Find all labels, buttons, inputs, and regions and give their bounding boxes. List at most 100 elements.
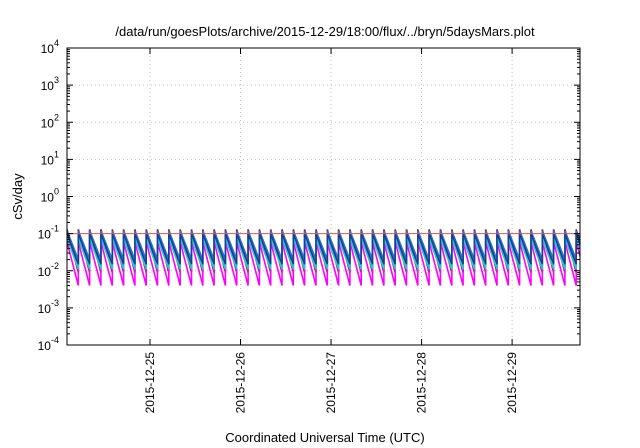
series-line-segment xyxy=(462,233,476,265)
x-tick-label: 2015-12-26 xyxy=(234,352,248,414)
series-line-segment xyxy=(168,241,181,286)
series-line-segment xyxy=(496,241,510,286)
series-line-segment xyxy=(281,238,295,270)
series-line-segment xyxy=(235,241,249,286)
series-line-segment xyxy=(224,238,238,270)
series-line-segment xyxy=(541,230,555,260)
series-line-segment xyxy=(484,230,498,260)
series-line-segment xyxy=(462,238,476,270)
series-line-segment xyxy=(326,241,340,286)
series-line-segment xyxy=(451,238,464,270)
series-line-segment xyxy=(394,230,408,260)
series-line-segment xyxy=(394,241,408,286)
series-line-segment xyxy=(349,241,363,286)
series-line-segment xyxy=(518,241,532,286)
series-line-segment xyxy=(213,233,227,265)
series-line-segment xyxy=(473,230,487,260)
series-line-segment xyxy=(451,230,464,260)
series-line-segment xyxy=(134,230,147,260)
series-line-segment xyxy=(383,238,397,270)
series-line-segment xyxy=(383,230,397,260)
y-tick-label: 100 xyxy=(41,187,59,205)
y-tick-label: 103 xyxy=(41,75,59,93)
series-line-segment xyxy=(417,230,430,260)
series-line-segment xyxy=(269,238,283,270)
series-line-segment xyxy=(100,230,114,260)
series-line-segment xyxy=(315,233,329,265)
series-line-segment xyxy=(564,233,578,265)
series-line-segment xyxy=(484,241,498,286)
series-line-segment xyxy=(371,230,385,260)
series-line-segment xyxy=(360,241,374,286)
series-line-segment xyxy=(552,241,566,286)
series-line-segment xyxy=(190,238,204,270)
series-line-segment xyxy=(168,230,181,260)
series-line-segment xyxy=(337,238,351,270)
series-line-segment xyxy=(507,238,521,270)
series-line-segment xyxy=(552,238,566,270)
series-line-segment xyxy=(496,238,510,270)
series-line-segment xyxy=(168,238,181,270)
series-line-segment xyxy=(473,233,487,265)
series-line-segment xyxy=(417,241,430,286)
series-line-segment xyxy=(417,238,430,270)
series-line-segment xyxy=(292,233,306,265)
series-line-segment xyxy=(394,238,408,270)
series-line-segment xyxy=(541,241,555,286)
series-line-segment xyxy=(292,238,306,270)
series-line-segment xyxy=(156,233,170,265)
series-line-segment xyxy=(417,233,430,265)
series-line-segment xyxy=(156,230,170,260)
series-line-segment xyxy=(428,230,442,260)
series-line-segment xyxy=(462,230,476,260)
series-line-segment xyxy=(337,233,351,265)
series-line-segment xyxy=(66,241,80,286)
series-line-segment xyxy=(564,241,578,286)
series-line-segment xyxy=(66,230,80,260)
x-tick-label: 2015-12-25 xyxy=(143,352,157,414)
x-tick-label: 2015-12-29 xyxy=(505,352,519,414)
series-line-segment xyxy=(66,238,80,270)
series-line-segment xyxy=(315,238,329,270)
series-line-segment xyxy=(122,233,136,265)
series-line-segment xyxy=(484,233,498,265)
series-line-segment xyxy=(224,230,238,260)
series-line-segment xyxy=(292,230,306,260)
series-line-segment xyxy=(405,230,419,260)
series-3 xyxy=(66,230,581,260)
series-line-segment xyxy=(315,241,329,286)
y-tick-label: 104 xyxy=(41,38,59,56)
series-line-segment xyxy=(111,238,125,270)
series-line-segment xyxy=(292,241,306,286)
series-line-segment xyxy=(405,241,419,286)
series-line-segment xyxy=(349,230,363,260)
series-line-segment xyxy=(507,233,521,265)
series-line-segment xyxy=(337,230,351,260)
series-line-segment xyxy=(145,230,159,260)
series-line-segment xyxy=(530,230,544,260)
series-line-segment xyxy=(428,238,442,270)
series-line-segment xyxy=(552,230,566,260)
series-line-segment xyxy=(439,233,453,265)
series-line-segment xyxy=(145,238,159,270)
series-line-segment xyxy=(303,241,317,286)
series-line-segment xyxy=(484,238,498,270)
series-line-segment xyxy=(428,233,442,265)
series-2 xyxy=(66,241,581,286)
series-line-segment xyxy=(530,233,544,265)
series-line-segment xyxy=(541,233,555,265)
series-line-segment xyxy=(451,241,464,286)
series-line-segment xyxy=(134,233,147,265)
series-line-segment xyxy=(405,238,419,270)
series-line-segment xyxy=(122,230,136,260)
series-line-segment xyxy=(179,233,193,265)
series-line-segment xyxy=(111,241,125,286)
series-line-segment xyxy=(77,233,91,265)
series-line-segment xyxy=(190,241,204,286)
series-line-segment xyxy=(315,230,329,260)
series-line-segment xyxy=(281,230,295,260)
series-line-segment xyxy=(100,233,114,265)
series-line-segment xyxy=(360,230,374,260)
series-line-segment xyxy=(360,238,374,270)
series-line-segment xyxy=(303,233,317,265)
